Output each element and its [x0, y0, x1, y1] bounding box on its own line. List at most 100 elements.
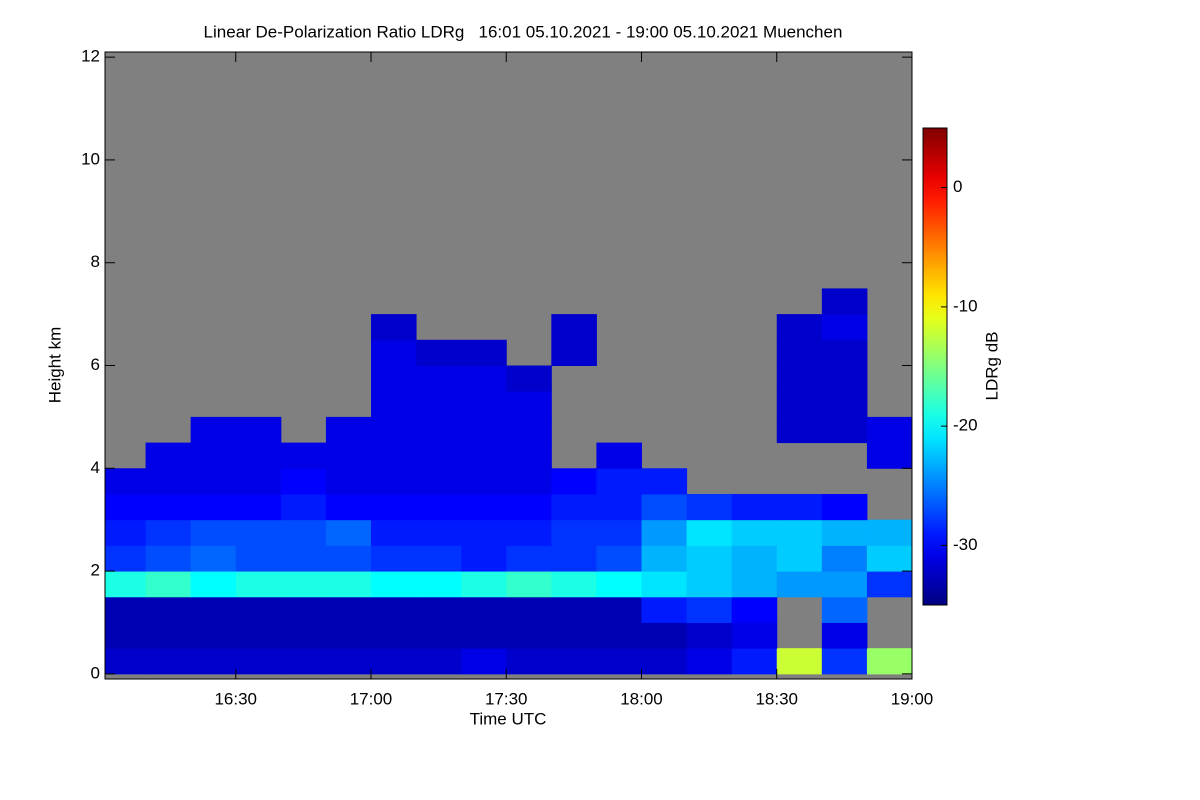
- heatmap-cell: [190, 442, 237, 469]
- heatmap-cell: [551, 596, 597, 623]
- heatmap-cell: [325, 571, 372, 598]
- heatmap-cell: [461, 493, 507, 521]
- heatmap-cell: [370, 314, 417, 341]
- heatmap-cell: [731, 545, 778, 572]
- heatmap-cell: [596, 468, 642, 495]
- heatmap-cell: [776, 519, 823, 546]
- heatmap-cell: [821, 365, 868, 392]
- heatmap-cell: [105, 519, 147, 546]
- heatmap-cell: [325, 622, 372, 649]
- heatmap-cell: [325, 519, 372, 546]
- heatmap-cell: [506, 571, 552, 598]
- heatmap-cell: [416, 339, 462, 366]
- heatmap-cell: [235, 493, 282, 521]
- heatmap-cell: [235, 648, 282, 675]
- heatmap-cell: [235, 571, 282, 598]
- heatmap-cell: [190, 571, 237, 598]
- heatmap-cell: [325, 493, 372, 521]
- heatmap-cell: [551, 571, 597, 598]
- heatmap-cell: [235, 442, 282, 469]
- heatmap-cell: [551, 493, 597, 521]
- heatmap-cell: [461, 416, 507, 444]
- heatmap-cell: [641, 596, 688, 623]
- heatmap-cell: [105, 468, 147, 495]
- heatmap-cell: [596, 442, 642, 469]
- heatmap-cell: [821, 648, 868, 675]
- heatmap-cell: [821, 596, 868, 623]
- heatmap-cell: [506, 416, 552, 444]
- heatmap-cell: [461, 442, 507, 469]
- heatmap-cell: [235, 468, 282, 495]
- heatmap-cell: [506, 365, 552, 392]
- heatmap-cell: [370, 596, 417, 623]
- heatmap-cell: [596, 519, 642, 546]
- heatmap-cell: [551, 519, 597, 546]
- heatmap-cell: [506, 519, 552, 546]
- heatmap-cell: [325, 596, 372, 623]
- heatmap-cell: [145, 596, 192, 623]
- heatmap-cell: [506, 468, 552, 495]
- heatmap-cell: [145, 493, 192, 521]
- heatmap-cell: [325, 416, 372, 444]
- heatmap-cell: [325, 442, 372, 469]
- heatmap-cell: [506, 442, 552, 469]
- heatmap-cell: [145, 571, 192, 598]
- heatmap-cell: [506, 648, 552, 675]
- heatmap-cell: [641, 519, 688, 546]
- heatmap-cell: [551, 339, 597, 366]
- heatmap-cell: [461, 391, 507, 418]
- heatmap-cell: [416, 648, 462, 675]
- x-tick-label: 17:30: [485, 689, 528, 708]
- heatmap-cell: [280, 519, 327, 546]
- heatmap-cell: [190, 493, 237, 521]
- heatmap-cell: [461, 339, 507, 366]
- heatmap-cell: [821, 622, 868, 649]
- heatmap-cell: [280, 468, 327, 495]
- heatmap-cell: [641, 493, 688, 521]
- y-axis-label: Height km: [45, 327, 64, 404]
- y-tick-label: 2: [91, 561, 100, 580]
- heatmap-cell: [370, 545, 417, 572]
- colorbar: [922, 127, 948, 606]
- heatmap-cell: [370, 519, 417, 546]
- heatmap-cell: [506, 596, 552, 623]
- y-tick-label: 6: [91, 355, 100, 374]
- heatmap-cell: [190, 545, 237, 572]
- heatmap-cell: [145, 468, 192, 495]
- heatmap-cell: [686, 545, 733, 572]
- heatmap-cell: [731, 519, 778, 546]
- x-tick-label: 17:00: [350, 689, 393, 708]
- y-tick-label: 0: [91, 663, 100, 682]
- heatmap-cell: [461, 468, 507, 495]
- heatmap-cell: [190, 468, 237, 495]
- heatmap-cell: [686, 493, 733, 521]
- heatmap-cell: [596, 545, 642, 572]
- heatmap-cell: [596, 648, 642, 675]
- heatmap-cell: [145, 519, 192, 546]
- x-tick-label: 16:30: [214, 689, 257, 708]
- heatmap-cell: [416, 365, 462, 392]
- heatmap-cell: [105, 545, 147, 572]
- heatmap-cell: [551, 648, 597, 675]
- heatmap-cell: [235, 596, 282, 623]
- heatmap-cell: [370, 339, 417, 366]
- heatmap-cell: [506, 545, 552, 572]
- heatmap-cell: [731, 648, 778, 675]
- y-tick-label: 8: [91, 252, 100, 271]
- heatmap-cell: [190, 416, 237, 444]
- heatmap-cell: [280, 545, 327, 572]
- heatmap-cell: [596, 622, 642, 649]
- x-tick-label: 18:30: [755, 689, 798, 708]
- chart-title: Linear De-Polarization Ratio LDRg 16:01 …: [204, 22, 843, 41]
- heatmap-cell: [731, 571, 778, 598]
- heatmap-cell: [370, 416, 417, 444]
- heatmap-cell: [416, 519, 462, 546]
- heatmap-cell: [280, 493, 327, 521]
- heatmap-cell: [461, 545, 507, 572]
- heatmap-cell: [461, 519, 507, 546]
- y-tick-label: 12: [81, 47, 100, 66]
- heatmap-cell: [235, 622, 282, 649]
- heatmap-cell: [506, 493, 552, 521]
- heatmap-cell: [776, 391, 823, 418]
